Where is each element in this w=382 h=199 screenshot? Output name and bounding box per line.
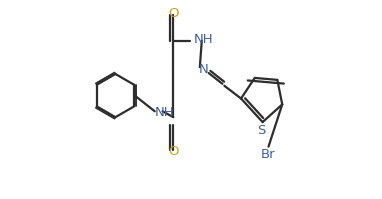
Text: S: S bbox=[257, 124, 266, 137]
Text: O: O bbox=[168, 7, 179, 20]
Text: Br: Br bbox=[261, 148, 276, 161]
Text: N: N bbox=[199, 63, 209, 76]
Text: NH: NH bbox=[194, 33, 214, 46]
Text: NH: NH bbox=[155, 106, 174, 119]
Text: O: O bbox=[168, 145, 179, 158]
